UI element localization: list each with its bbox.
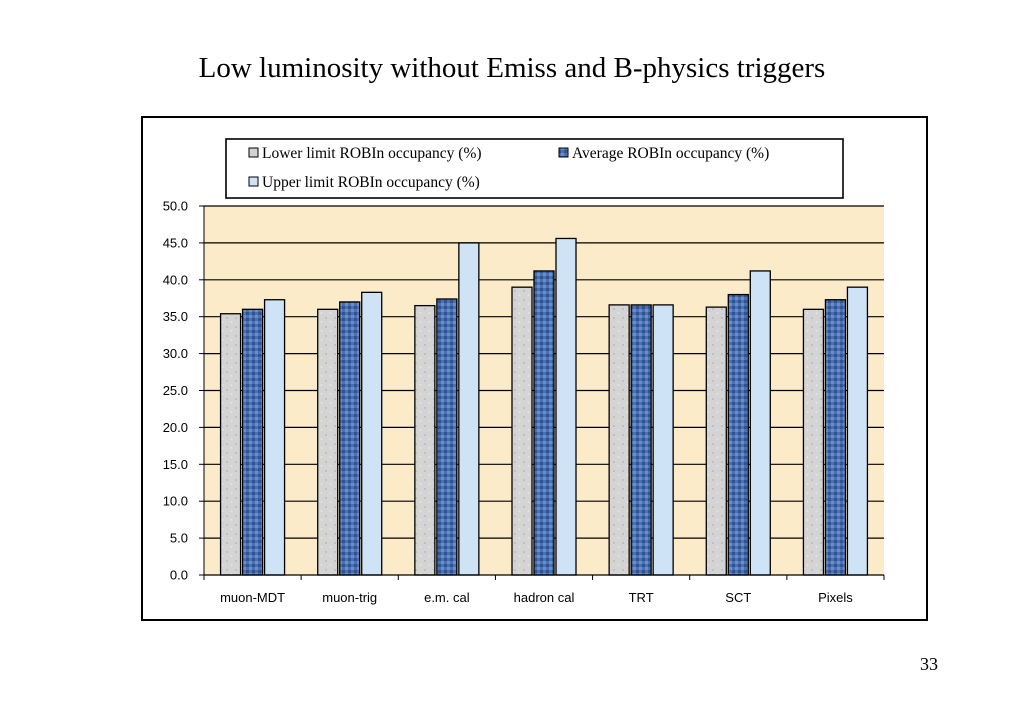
x-axis: muon-MDT muon-trig e.m. cal hadron cal TRT SC… xyxy=(203,574,885,605)
x-tick-label: muon-trig xyxy=(322,590,377,605)
bar-average xyxy=(824,299,847,576)
bar-upper-limit xyxy=(846,286,869,576)
x-tick-label: Pixels xyxy=(818,590,853,605)
bar-average xyxy=(339,301,361,576)
bar-lower-limit xyxy=(802,308,825,576)
y-tick-label: 10.0 xyxy=(163,494,188,509)
bar-lower-limit xyxy=(608,304,630,576)
bar-average xyxy=(241,308,264,576)
bar-average xyxy=(630,304,652,576)
slide-title: Low luminosity without Emiss and B-physi… xyxy=(198,52,826,84)
legend-frame xyxy=(225,138,844,199)
y-axis: 0.0 5.0 10.0 15.0 20.0 25.0 30.0 35.0 40.0 45.0 50… xyxy=(163,199,205,583)
y-tick-label: 30.0 xyxy=(163,346,188,361)
x-tick-label: muon-MDT xyxy=(220,590,285,605)
bar-upper-limit xyxy=(652,304,674,576)
y-tick-label: 45.0 xyxy=(163,235,188,250)
bar-upper-limit xyxy=(749,270,771,576)
bar-lower-limit xyxy=(317,308,339,576)
x-tick-label: hadron cal xyxy=(514,590,575,605)
bar-upper-limit xyxy=(361,291,383,576)
y-tick-label: 20.0 xyxy=(163,420,188,435)
legend-label-average: Average ROBIn occupancy (%) xyxy=(572,145,769,162)
page-number: 33 xyxy=(920,654,938,674)
bar-average xyxy=(533,270,555,576)
bar-lower-limit xyxy=(705,306,727,576)
y-tick-label: 0.0 xyxy=(170,568,188,583)
bar-upper-limit xyxy=(263,299,286,576)
x-tick-label: TRT xyxy=(629,590,654,605)
bar-average xyxy=(727,293,749,576)
bar-lower-limit xyxy=(414,304,436,576)
y-tick-label: 5.0 xyxy=(170,531,188,546)
x-tick-label: e.m. cal xyxy=(424,590,470,605)
y-tick-label: 15.0 xyxy=(163,457,188,472)
x-tick-label: SCT xyxy=(725,590,751,605)
legend-label-upper: Upper limit ROBIn occupancy (%) xyxy=(262,174,480,191)
legend-swatch-average xyxy=(558,147,569,158)
y-tick-label: 35.0 xyxy=(163,309,188,324)
legend: Lower limit ROBIn occupancy (%) Average … xyxy=(225,138,844,199)
bar-upper-limit xyxy=(555,237,577,576)
bar-average xyxy=(436,298,458,576)
legend-swatch-lower xyxy=(248,147,259,158)
legend-swatch-upper xyxy=(248,176,259,187)
y-tick-label: 40.0 xyxy=(163,272,188,287)
legend-label-lower: Lower limit ROBIn occupancy (%) xyxy=(262,145,482,162)
y-tick-label: 50.0 xyxy=(163,199,188,214)
bar-lower-limit xyxy=(511,286,533,576)
bar-lower-limit xyxy=(219,313,242,576)
bar-upper-limit xyxy=(458,242,480,576)
y-tick-label: 25.0 xyxy=(163,383,188,398)
bars xyxy=(219,237,869,576)
